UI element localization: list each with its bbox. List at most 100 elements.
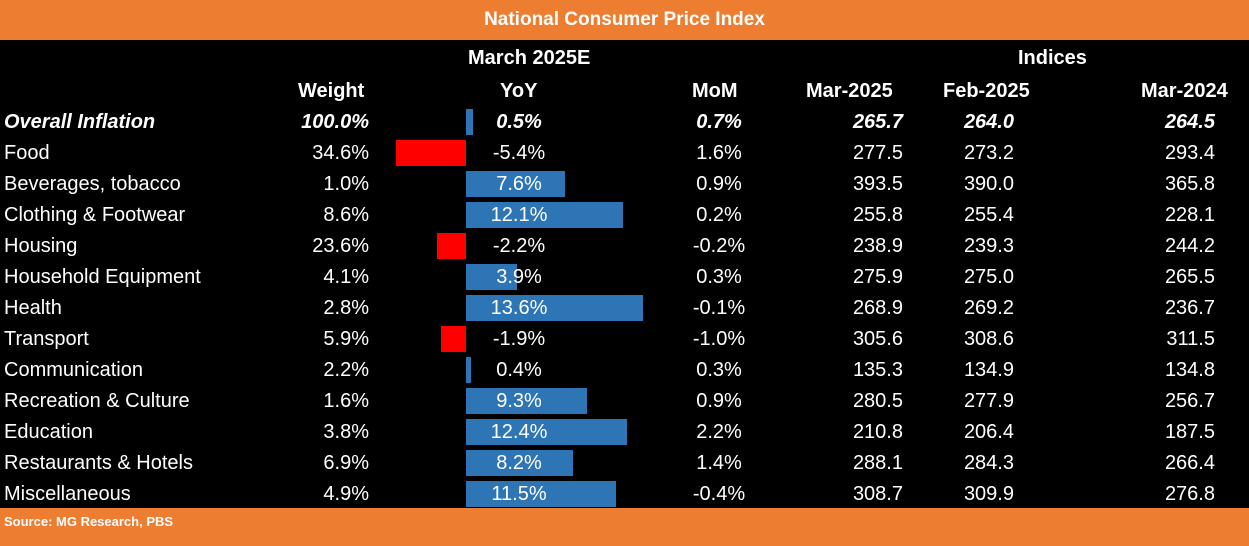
row-mom-value: 0.9% <box>696 173 742 195</box>
row-weight-value: 4.9% <box>323 483 369 505</box>
yoy-bar <box>395 140 466 166</box>
yoy-bar <box>466 109 473 135</box>
row-weight-value: 8.6% <box>323 204 369 226</box>
row-index-feb2025: 269.2 <box>963 297 1014 319</box>
row-index-mar2025: 305.6 <box>852 328 903 350</box>
row-index-mar2024: 276.8 <box>1164 483 1215 505</box>
row-mom-value: -1.0% <box>692 328 746 350</box>
row-index-mar2025: 277.5 <box>852 142 903 164</box>
row-weight-value: 3.8% <box>323 421 369 443</box>
row-yoy-label: 12.1% <box>490 204 548 226</box>
row-category-label: Food <box>4 142 50 164</box>
row-index-mar2025: 265.7 <box>852 111 903 133</box>
row-index-mar2025: 210.8 <box>852 421 903 443</box>
yoy-bar <box>466 202 624 228</box>
row-yoy-label: -2.2% <box>492 235 546 257</box>
yoy-bar <box>466 388 587 414</box>
row-category-label: Education <box>4 421 93 443</box>
row-yoy-label: 0.5% <box>496 111 542 133</box>
col-header-weight: Weight <box>298 80 365 102</box>
yoy-bar <box>466 419 628 445</box>
row-weight-value: 2.8% <box>323 297 369 319</box>
row-yoy-label: 13.6% <box>490 297 548 319</box>
row-yoy-label: 9.3% <box>496 390 542 412</box>
yoy-bar <box>437 233 466 259</box>
row-category-label: Miscellaneous <box>4 483 131 505</box>
row-mom-value: 0.9% <box>696 390 742 412</box>
row-weight-value: 5.9% <box>323 328 369 350</box>
row-weight-value: 34.6% <box>312 142 369 164</box>
col-header-mar2025: Mar-2025 <box>806 80 893 102</box>
yoy-bar <box>466 264 517 290</box>
row-category-label: Household Equipment <box>4 266 201 288</box>
row-index-mar2024: 244.2 <box>1164 235 1215 257</box>
footer-bar: Source: MG Research, PBS <box>0 508 1249 546</box>
yoy-bar <box>466 171 565 197</box>
row-index-mar2024: 187.5 <box>1164 421 1215 443</box>
row-index-mar2025: 135.3 <box>852 359 903 381</box>
row-index-feb2025: 255.4 <box>963 204 1014 226</box>
row-index-feb2025: 206.4 <box>963 421 1014 443</box>
row-mom-value: -0.2% <box>692 235 746 257</box>
row-index-feb2025: 273.2 <box>963 142 1014 164</box>
row-category-label: Communication <box>4 359 143 381</box>
row-yoy-label: 3.9% <box>496 266 542 288</box>
yoy-bar <box>466 295 643 321</box>
group-header-march: March 2025E <box>468 47 591 69</box>
yoy-bar <box>441 326 466 352</box>
row-yoy-label: 8.2% <box>496 452 542 474</box>
row-index-mar2024: 236.7 <box>1164 297 1215 319</box>
row-index-mar2024: 228.1 <box>1164 204 1215 226</box>
source-note: Source: MG Research, PBS <box>4 514 174 529</box>
row-weight-value: 1.6% <box>323 390 369 412</box>
row-mom-value: -0.1% <box>692 297 746 319</box>
row-index-mar2024: 256.7 <box>1164 390 1215 412</box>
row-index-feb2025: 239.3 <box>963 235 1014 257</box>
row-index-mar2025: 255.8 <box>852 204 903 226</box>
row-index-mar2024: 266.4 <box>1164 452 1215 474</box>
row-category-label: Clothing & Footwear <box>4 204 186 226</box>
row-category-label: Restaurants & Hotels <box>4 452 193 474</box>
row-yoy-label: 0.4% <box>496 359 542 381</box>
col-header-mom: MoM <box>692 80 738 102</box>
row-mom-value: 1.6% <box>696 142 742 164</box>
row-category-label: Overall Inflation <box>4 111 156 133</box>
group-header-indices: Indices <box>1018 47 1087 69</box>
row-category-label: Health <box>4 297 62 319</box>
row-index-feb2025: 284.3 <box>963 452 1014 474</box>
row-mom-value: 0.7% <box>696 111 742 133</box>
row-index-mar2024: 311.5 <box>1166 328 1215 350</box>
row-weight-value: 1.0% <box>323 173 369 195</box>
row-category-label: Housing <box>4 235 78 257</box>
row-index-mar2024: 134.8 <box>1164 359 1215 381</box>
yoy-bar <box>466 450 573 476</box>
row-index-mar2025: 393.5 <box>852 173 903 195</box>
row-weight-value: 2.2% <box>323 359 369 381</box>
row-yoy-label: 11.5% <box>491 483 547 505</box>
row-index-mar2025: 268.9 <box>852 297 903 319</box>
row-mom-value: 0.3% <box>696 359 742 381</box>
row-index-mar2024: 365.8 <box>1164 173 1215 195</box>
row-index-feb2025: 134.9 <box>963 359 1014 381</box>
col-header-mar2024: Mar-2024 <box>1141 80 1228 102</box>
row-index-mar2025: 288.1 <box>852 452 903 474</box>
row-mom-value: 2.2% <box>696 421 742 443</box>
yoy-bar <box>466 357 472 383</box>
row-category-label: Transport <box>4 328 89 350</box>
row-mom-value: -0.4% <box>692 483 746 505</box>
table-title: National Consumer Price Index <box>0 0 1249 40</box>
row-weight-value: 6.9% <box>323 452 369 474</box>
row-index-feb2025: 264.0 <box>963 111 1014 133</box>
yoy-bar <box>466 481 616 507</box>
row-index-feb2025: 277.9 <box>963 390 1014 412</box>
row-yoy-label: -5.4% <box>492 142 546 164</box>
row-index-feb2025: 390.0 <box>963 173 1014 195</box>
row-yoy-label: 12.4% <box>490 421 548 443</box>
row-yoy-label: 7.6% <box>496 173 542 195</box>
row-category-label: Recreation & Culture <box>4 390 190 412</box>
row-mom-value: 0.3% <box>696 266 742 288</box>
row-weight-value: 23.6% <box>312 235 369 257</box>
row-category-label: Beverages, tobacco <box>4 173 181 195</box>
row-index-mar2025: 280.5 <box>852 390 903 412</box>
row-index-feb2025: 309.9 <box>963 483 1014 505</box>
